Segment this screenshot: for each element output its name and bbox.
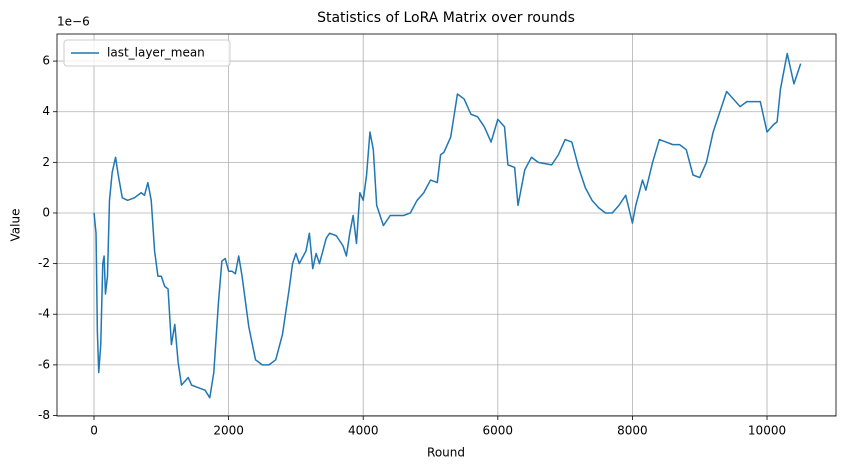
legend: last_layer_mean bbox=[63, 39, 231, 67]
legend-box bbox=[63, 39, 231, 67]
x-tick-label: 6000 bbox=[483, 424, 514, 438]
x-tick-label: 8000 bbox=[617, 424, 648, 438]
x-tick-label: 10000 bbox=[748, 424, 786, 438]
x-tick-label: 2000 bbox=[213, 424, 244, 438]
offset-label: 1e−6 bbox=[57, 15, 90, 29]
y-tick-label: -4 bbox=[38, 307, 50, 321]
data-line bbox=[93, 52, 802, 399]
y-tick-label: -8 bbox=[38, 408, 50, 422]
y-tick-label: -6 bbox=[38, 357, 50, 371]
legend-label: last_layer_mean bbox=[107, 46, 205, 60]
x-tick-label: 4000 bbox=[348, 424, 379, 438]
chart-title: Statistics of LoRA Matrix over rounds bbox=[317, 10, 575, 26]
y-tick-label: 2 bbox=[42, 155, 50, 169]
y-tick-label: 4 bbox=[42, 104, 50, 118]
y-tick-label: 0 bbox=[42, 205, 50, 219]
y-tick-label: 6 bbox=[42, 54, 50, 68]
plot-frame bbox=[56, 33, 837, 417]
y-axis-label: Value bbox=[9, 209, 23, 242]
x-tick-label: 0 bbox=[90, 424, 98, 438]
y-tick-label: -2 bbox=[38, 256, 50, 270]
x-axis-label: Round bbox=[427, 446, 465, 460]
